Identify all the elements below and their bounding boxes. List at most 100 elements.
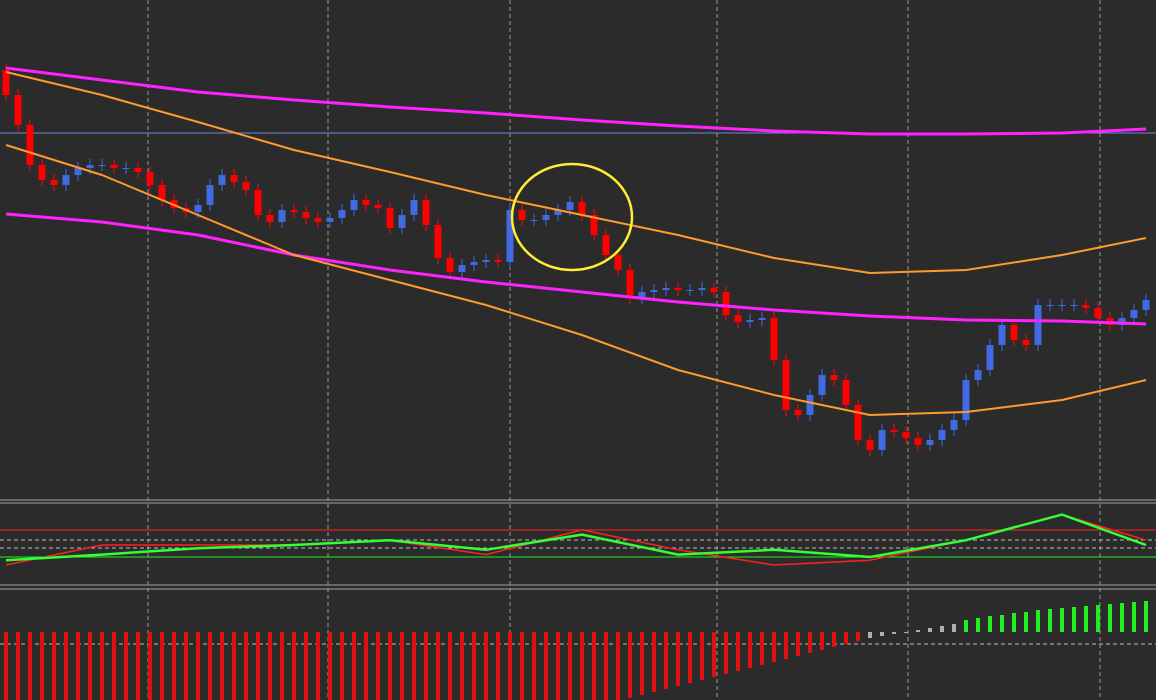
- candle-body: [62, 175, 70, 185]
- histogram-bar: [1144, 601, 1148, 632]
- histogram-bar: [784, 632, 788, 659]
- candle-body: [1058, 305, 1066, 306]
- candle-body: [410, 200, 418, 215]
- candle-body: [878, 430, 886, 450]
- candle-body: [1130, 310, 1138, 318]
- histogram-bar: [364, 632, 368, 700]
- histogram-bar: [4, 632, 8, 700]
- candle-body: [614, 255, 622, 270]
- histogram-bar: [496, 632, 500, 700]
- candle-body: [26, 125, 34, 165]
- candle-body: [818, 375, 826, 395]
- histogram-bar: [160, 632, 164, 700]
- histogram-bar: [940, 626, 944, 632]
- candle-body: [782, 360, 790, 410]
- histogram-bar: [64, 632, 68, 700]
- candle-body: [590, 215, 598, 235]
- candle-body: [1118, 318, 1126, 325]
- candle-body: [746, 320, 754, 322]
- histogram-bar: [484, 632, 488, 700]
- histogram-bar: [148, 632, 152, 700]
- histogram-bar: [988, 616, 992, 632]
- candle-body: [326, 218, 334, 222]
- histogram-bar: [40, 632, 44, 700]
- histogram-bar: [436, 632, 440, 700]
- histogram-bar: [772, 632, 776, 662]
- candle-body: [854, 405, 862, 440]
- histogram-bar: [1060, 608, 1064, 632]
- histogram-bar: [112, 632, 116, 700]
- candle-body: [1022, 340, 1030, 345]
- candle-body: [842, 380, 850, 405]
- candle-body: [230, 175, 238, 182]
- histogram-bar: [184, 632, 188, 700]
- histogram-bar: [124, 632, 128, 700]
- candle-body: [482, 260, 490, 262]
- candle-body: [470, 262, 478, 265]
- histogram-bar: [304, 632, 308, 700]
- histogram-bar: [1132, 602, 1136, 632]
- candle-body: [638, 292, 646, 298]
- candle-body: [314, 218, 322, 222]
- histogram-bar: [376, 632, 380, 700]
- candle-body: [1070, 305, 1078, 306]
- histogram-bar: [28, 632, 32, 700]
- histogram-bar: [664, 632, 668, 689]
- histogram-bar: [604, 632, 608, 700]
- candle-body: [962, 380, 970, 420]
- candle-body: [374, 205, 382, 208]
- histogram-bar: [964, 620, 968, 632]
- candle-body: [806, 395, 814, 415]
- histogram-bar: [916, 630, 920, 632]
- histogram-bar: [820, 632, 824, 650]
- candle-body: [134, 168, 142, 172]
- candle-body: [986, 345, 994, 370]
- candle-body: [98, 165, 106, 166]
- histogram-bar: [16, 632, 20, 700]
- candle-body: [1046, 305, 1054, 306]
- histogram-bar: [328, 632, 332, 700]
- indicator-line: [5, 66, 1147, 136]
- histogram-bar: [868, 632, 872, 638]
- indicator-line: [5, 144, 1147, 416]
- candle-body: [2, 70, 10, 95]
- histogram-bar: [1120, 603, 1124, 632]
- candle-body: [518, 210, 526, 220]
- histogram-bar: [352, 632, 356, 700]
- candle-body: [14, 95, 22, 125]
- panel-separators: [0, 499, 1156, 590]
- histogram-bar: [208, 632, 212, 700]
- indicator-line: [5, 212, 1147, 326]
- candle-body: [254, 190, 262, 215]
- histogram-bar: [832, 632, 836, 647]
- histogram-bar: [1000, 615, 1004, 632]
- candle-body: [650, 290, 658, 292]
- candle-body: [974, 370, 982, 380]
- candle-body: [38, 165, 46, 180]
- candle-body: [86, 165, 94, 168]
- candle-body: [542, 215, 550, 220]
- histogram-bar: [448, 632, 452, 700]
- candle-body: [146, 172, 154, 185]
- candle-body: [866, 440, 874, 450]
- histogram-bar: [460, 632, 464, 700]
- histogram-bar: [1024, 612, 1028, 632]
- histogram-bar: [268, 632, 272, 700]
- candle-body: [530, 220, 538, 221]
- candle-body: [242, 182, 250, 190]
- histogram-bar: [676, 632, 680, 686]
- indicator-line: [5, 71, 1147, 274]
- candle-body: [926, 440, 934, 445]
- candle-body: [362, 200, 370, 205]
- histogram-bar: [628, 632, 632, 698]
- histogram-bar: [316, 632, 320, 700]
- candle-body: [602, 235, 610, 255]
- candle-body: [662, 288, 670, 290]
- candle-body: [290, 210, 298, 212]
- candle-body: [734, 315, 742, 322]
- histogram-bar: [592, 632, 596, 700]
- candle-body: [950, 420, 958, 430]
- histogram-bar: [472, 632, 476, 700]
